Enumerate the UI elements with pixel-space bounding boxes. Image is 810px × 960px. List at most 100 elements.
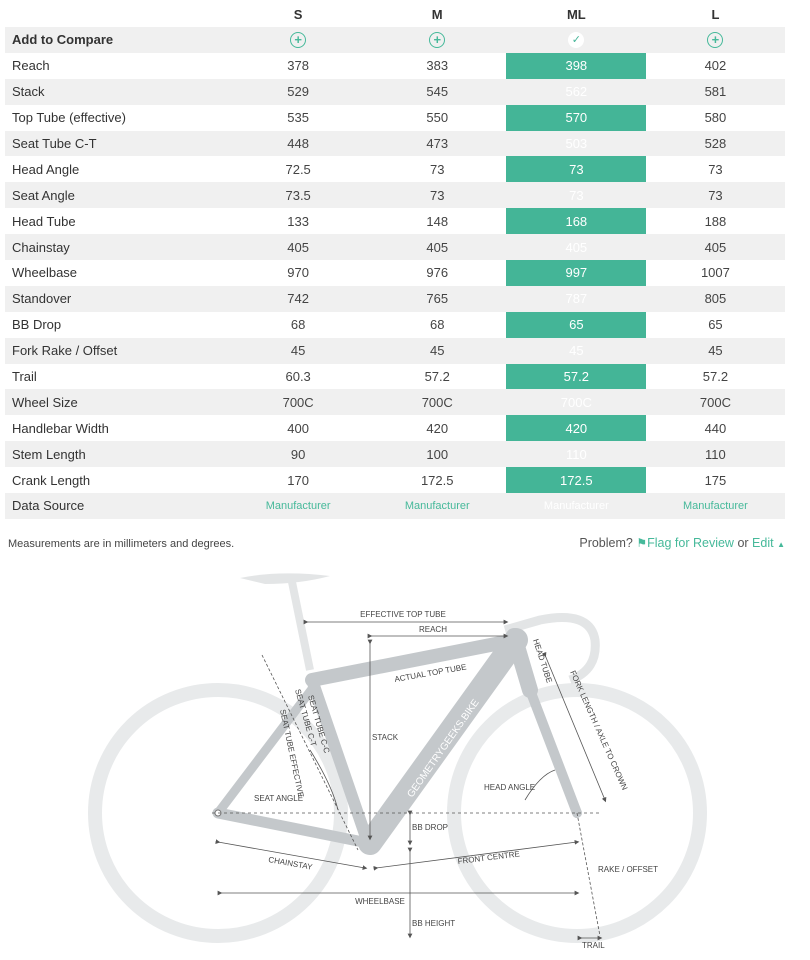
row-label: Seat Tube C-T bbox=[12, 136, 97, 151]
table-row: Crank Length 170 172.5 172.5 175 bbox=[5, 467, 785, 493]
geometry-diagram: EFFECTIVE TOP TUBE REACH ACTUAL TOP TUBE… bbox=[88, 573, 707, 950]
value-cell-m: 405 bbox=[426, 239, 449, 255]
value-cell-s: 90 bbox=[290, 446, 306, 462]
value-cell-l: 188 bbox=[704, 213, 727, 229]
value-cell-s: 529 bbox=[287, 84, 309, 100]
table-row: Head Angle 72.5 73 73 73 bbox=[5, 156, 785, 182]
value-cell-s: 448 bbox=[287, 136, 309, 151]
value-cell-ml: 168 bbox=[565, 213, 588, 229]
row-label: Handlebar Width bbox=[12, 420, 109, 436]
table-row: Trail 60.3 57.2 57.2 57.2 bbox=[5, 364, 785, 390]
table-row: Fork Rake / Offset 45 45 45 45 bbox=[5, 337, 785, 364]
value-cell-m: 73 bbox=[430, 187, 445, 203]
value-cell-m: 68 bbox=[430, 317, 445, 333]
value-cell-s: 535 bbox=[287, 110, 309, 126]
stack-label: STACK bbox=[372, 733, 399, 742]
value-cell-ml: 562 bbox=[565, 84, 588, 100]
bb-height-label: BB HEIGHT bbox=[412, 919, 455, 928]
value-cell-m: 700C bbox=[421, 394, 453, 410]
value-cell-s: 742 bbox=[287, 291, 309, 307]
value-cell-ml[interactable]: Manufacturer bbox=[543, 499, 609, 512]
table-row: Chainstay 405 405 405 405 bbox=[5, 234, 785, 261]
value-cell-ml: 997 bbox=[565, 265, 588, 281]
table-row: Wheelbase 970 976 997 1007 bbox=[5, 260, 785, 286]
check-circle-icon[interactable]: ✓ bbox=[568, 32, 585, 49]
table-row: Reach 378 383 398 402 bbox=[5, 53, 785, 79]
value-cell-m: 473 bbox=[426, 136, 449, 151]
value-cell-l[interactable]: Manufacturer bbox=[683, 499, 748, 512]
plus-circle-icon[interactable]: + bbox=[707, 31, 724, 48]
row-label: Data Source bbox=[12, 498, 85, 514]
value-cell-s: 133 bbox=[287, 213, 309, 229]
value-cell-l: 805 bbox=[704, 291, 727, 307]
value-cell-ml: 405 bbox=[565, 239, 588, 255]
selected-size-column-highlight bbox=[506, 27, 646, 519]
size-header-s[interactable]: S bbox=[293, 7, 303, 22]
value-cell-s[interactable]: Manufacturer bbox=[265, 499, 331, 512]
head-angle-label: HEAD ANGLE bbox=[484, 783, 535, 792]
row-label: Top Tube (effective) bbox=[12, 110, 126, 126]
table-row: BB Drop 68 68 65 65 bbox=[5, 312, 785, 338]
plus-circle-icon[interactable]: + bbox=[429, 31, 446, 48]
rake-offset-label: RAKE / OFFSET bbox=[598, 865, 658, 874]
value-cell-m: 765 bbox=[426, 291, 449, 307]
value-cell-s: 73.5 bbox=[285, 187, 311, 203]
table-row: Seat Angle 73.5 73 73 73 bbox=[5, 182, 785, 209]
wheelbase-label: WHEELBASE bbox=[355, 897, 405, 906]
value-cell-m: 976 bbox=[426, 265, 449, 281]
value-cell-l: 73 bbox=[708, 187, 723, 203]
edit-link[interactable]: Edit ▲ bbox=[752, 536, 785, 550]
value-cell-l: 110 bbox=[705, 446, 726, 462]
value-cell-s: 72.5 bbox=[285, 161, 311, 177]
size-header-m[interactable]: M bbox=[431, 7, 443, 22]
row-label: Fork Rake / Offset bbox=[12, 343, 118, 359]
table-row: Head Tube 133 148 168 188 bbox=[5, 208, 785, 234]
value-cell-l: 73 bbox=[708, 161, 723, 177]
value-cell-l: 1007 bbox=[700, 265, 730, 281]
value-cell-l: 57.2 bbox=[702, 369, 729, 385]
value-cell-m[interactable]: Manufacturer bbox=[404, 499, 470, 512]
table-row: Stack 529 545 562 581 bbox=[5, 78, 785, 105]
value-cell-s: 970 bbox=[287, 265, 309, 281]
reach-label: REACH bbox=[419, 625, 447, 634]
value-cell-m: 73 bbox=[430, 161, 445, 177]
compare-l-button[interactable]: + bbox=[646, 31, 785, 48]
value-cell-ml: 172.5 bbox=[560, 472, 593, 488]
edit-label: Edit bbox=[752, 536, 774, 550]
flag-icon[interactable]: ⚑ bbox=[636, 536, 648, 550]
table-row: Stem Length 90 100 110 110 bbox=[5, 441, 785, 468]
table-row: Top Tube (effective) 535 550 570 580 bbox=[5, 105, 785, 131]
value-cell-ml: 45 bbox=[569, 343, 584, 359]
plus-circle-icon[interactable]: + bbox=[290, 31, 307, 48]
flag-for-review-link[interactable]: Flag for Review bbox=[647, 536, 734, 550]
trail-label: TRAIL bbox=[582, 941, 605, 950]
row-label: Crank Length bbox=[12, 472, 91, 488]
compare-s-button[interactable]: + bbox=[229, 31, 368, 48]
table-row: Standover 742 765 787 805 bbox=[5, 285, 785, 312]
effective-top-tube-label: EFFECTIVE TOP TUBE bbox=[360, 610, 446, 619]
value-cell-m: 172.5 bbox=[420, 472, 454, 488]
compare-ml-button[interactable]: ✓ bbox=[507, 31, 646, 49]
value-cell-s: 60.3 bbox=[285, 369, 311, 385]
value-cell-ml: 73 bbox=[569, 187, 584, 203]
value-cell-m: 100 bbox=[426, 446, 449, 462]
size-header-ml[interactable]: ML bbox=[566, 7, 586, 22]
value-cell-ml: 73 bbox=[569, 161, 584, 177]
value-cell-ml: 57.2 bbox=[563, 369, 589, 385]
value-cell-l: 440 bbox=[704, 420, 727, 436]
row-label: Head Tube bbox=[12, 213, 76, 229]
value-cell-ml: 65 bbox=[569, 317, 584, 333]
row-label: Wheelbase bbox=[12, 265, 78, 281]
size-header-l[interactable]: L bbox=[711, 7, 720, 22]
table-header-row: S M ML L bbox=[5, 0, 785, 27]
value-cell-s: 700C bbox=[282, 394, 314, 410]
row-label: Head Angle bbox=[12, 161, 80, 177]
value-cell-ml: 570 bbox=[565, 110, 588, 126]
value-cell-l: 580 bbox=[704, 110, 727, 126]
seat-angle-label: SEAT ANGLE bbox=[254, 794, 303, 803]
compare-m-button[interactable]: + bbox=[368, 31, 507, 48]
add-to-compare-label: Add to Compare bbox=[12, 32, 114, 48]
bottom-bracket bbox=[361, 836, 375, 850]
value-cell-l: 405 bbox=[704, 239, 727, 255]
problem-actions: Problem? ⚑Flag for Review or Edit ▲ bbox=[579, 536, 785, 550]
